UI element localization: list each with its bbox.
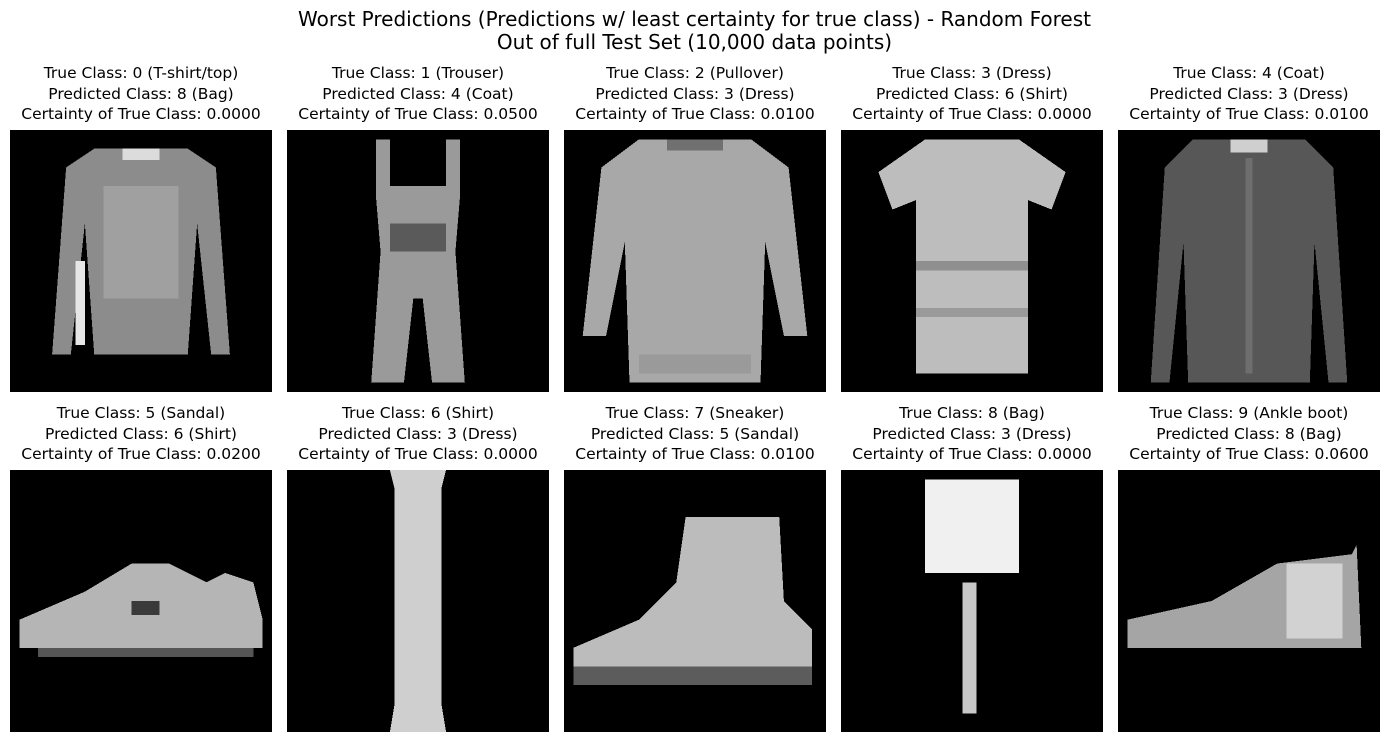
true-label: True Class: 7 (Sneaker) xyxy=(605,404,785,422)
true-label: True Class: 4 (Coat) xyxy=(1173,64,1325,82)
garment-silhouette xyxy=(1150,139,1348,383)
cert-label: Certainty of True Class: 0.0500 xyxy=(298,105,538,123)
figure-title-line1: Worst Predictions (Predictions w/ least … xyxy=(297,7,1091,31)
panel-title: True Class: 8 (Bag) Predicted Class: 3 (D… xyxy=(811,403,1133,465)
image-tshirtdress xyxy=(841,130,1103,392)
garment-silhouette xyxy=(52,148,230,355)
image-column xyxy=(287,470,549,732)
figure-title-line2: Out of full Test Set (10,000 data points… xyxy=(496,30,893,54)
panel-title: True Class: 6 (Shirt) Predicted Class: 3 … xyxy=(257,403,579,465)
image-overalls xyxy=(287,130,549,392)
garment-silhouette xyxy=(878,139,1066,374)
cert-label: Certainty of True Class: 0.0100 xyxy=(575,105,815,123)
cert-label: Certainty of True Class: 0.0000 xyxy=(21,105,261,123)
image-coat xyxy=(1118,130,1380,392)
true-label: True Class: 5 (Sandal) xyxy=(56,404,226,422)
image-ankleshoe xyxy=(1118,470,1380,732)
panel-image xyxy=(1118,470,1380,732)
image-longsleeve xyxy=(10,130,272,392)
garment-silhouette xyxy=(371,139,465,383)
pred-label: Predicted Class: 4 (Coat) xyxy=(322,84,514,103)
true-label: True Class: 0 (T-shirt/top) xyxy=(43,64,239,82)
cert-label: Certainty of True Class: 0.0100 xyxy=(1129,105,1369,123)
panel-title: True Class: 0 (T-shirt/top) Predicted Cla… xyxy=(0,63,302,125)
panel-image xyxy=(287,470,549,732)
pred-label: Predicted Class: 3 (Dress) xyxy=(1149,84,1349,103)
garment-silhouette xyxy=(582,139,808,383)
panel-image xyxy=(10,470,272,732)
true-label: True Class: 6 (Shirt) xyxy=(341,404,495,422)
true-label: True Class: 8 (Bag) xyxy=(899,404,1045,422)
cert-label: Certainty of True Class: 0.0200 xyxy=(21,445,261,463)
cert-label: Certainty of True Class: 0.0100 xyxy=(575,445,815,463)
image-pullover xyxy=(564,130,826,392)
cert-label: Certainty of True Class: 0.0000 xyxy=(852,445,1092,463)
panel-title: True Class: 4 (Coat) Predicted Class: 3 (… xyxy=(1088,63,1389,125)
panel-image xyxy=(841,470,1103,732)
pred-label: Predicted Class: 8 (Bag) xyxy=(1156,424,1342,443)
pred-label: Predicted Class: 3 (Dress) xyxy=(595,84,795,103)
pred-label: Predicted Class: 5 (Sandal) xyxy=(590,424,800,443)
image-boot xyxy=(564,470,826,732)
garment-silhouette xyxy=(573,516,812,686)
panel-image xyxy=(564,130,826,392)
panel-image xyxy=(1118,130,1380,392)
garment-silhouette xyxy=(925,479,1019,714)
true-label: True Class: 9 (Ankle boot) xyxy=(1149,404,1349,422)
panel-title: True Class: 3 (Dress) Predicted Class: 6 … xyxy=(811,63,1133,125)
panel-title: True Class: 7 (Sneaker) Predicted Class: … xyxy=(534,403,856,465)
true-label: True Class: 2 (Pullover) xyxy=(606,64,784,82)
pred-label: Predicted Class: 6 (Shirt) xyxy=(876,84,1068,103)
garment-silhouette xyxy=(1127,544,1362,648)
pred-label: Predicted Class: 3 (Dress) xyxy=(318,424,518,443)
cert-label: Certainty of True Class: 0.0000 xyxy=(298,445,538,463)
image-bagstrap xyxy=(841,470,1103,732)
panel-title: True Class: 1 (Trouser) Predicted Class: … xyxy=(257,63,579,125)
panel-title: True Class: 2 (Pullover) Predicted Class:… xyxy=(534,63,856,125)
garment-silhouette xyxy=(19,563,263,658)
pred-label: Predicted Class: 8 (Bag) xyxy=(48,84,234,103)
panel-image xyxy=(287,130,549,392)
true-label: True Class: 3 (Dress) xyxy=(892,64,1052,82)
garment-silhouette xyxy=(389,470,447,732)
figure-title: Worst Predictions (Predictions w/ least … xyxy=(0,8,1389,54)
image-lowshoe xyxy=(10,470,272,732)
panel-title: True Class: 9 (Ankle boot) Predicted Clas… xyxy=(1088,403,1389,465)
cert-label: Certainty of True Class: 0.0000 xyxy=(852,105,1092,123)
panel-image xyxy=(841,130,1103,392)
pred-label: Predicted Class: 6 (Shirt) xyxy=(45,424,237,443)
true-label: True Class: 1 (Trouser) xyxy=(331,64,505,82)
panel-title: True Class: 5 (Sandal) Predicted Class: 6… xyxy=(0,403,302,465)
panel-image xyxy=(564,470,826,732)
pred-label: Predicted Class: 3 (Dress) xyxy=(872,424,1072,443)
panel-image xyxy=(10,130,272,392)
cert-label: Certainty of True Class: 0.0600 xyxy=(1129,445,1369,463)
